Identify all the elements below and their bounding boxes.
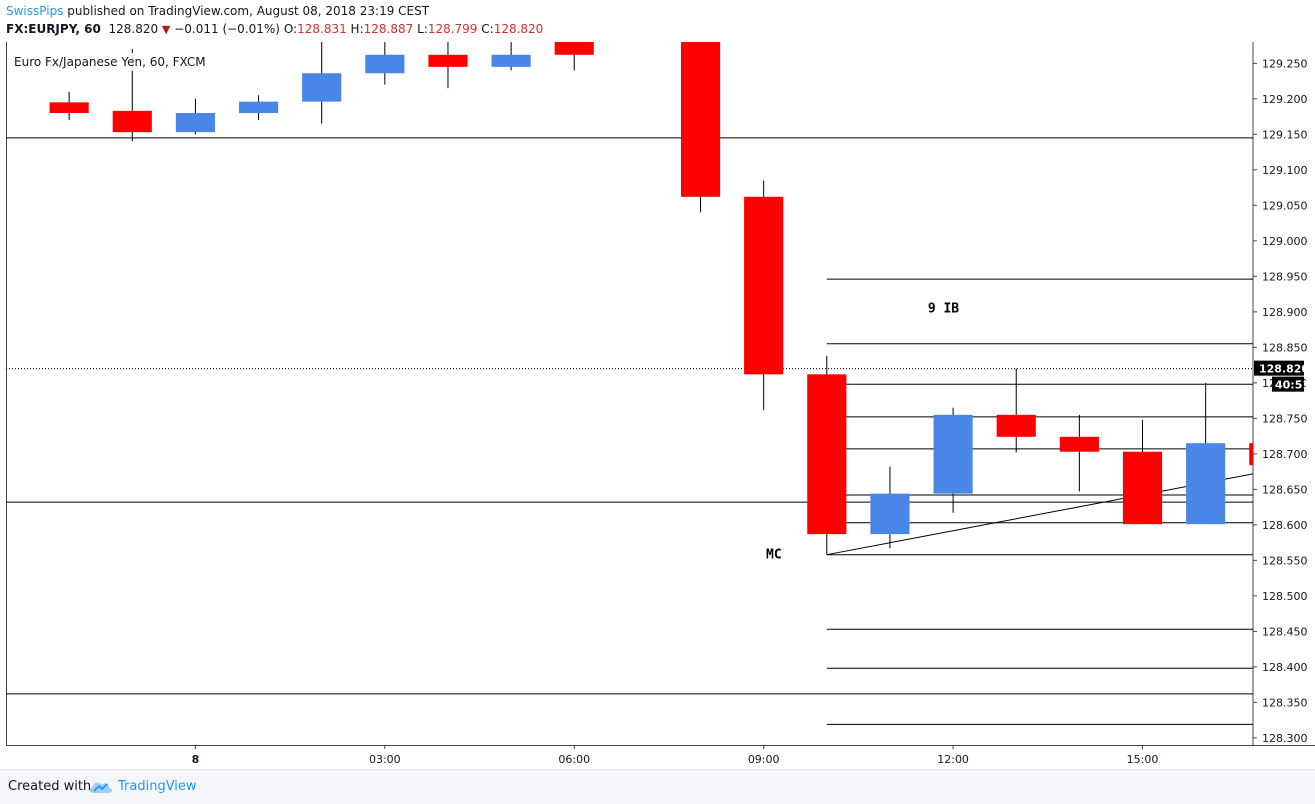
author-link[interactable]: SwissPips	[6, 4, 64, 18]
candle-body	[1059, 436, 1099, 452]
chart-header: SwissPips published on TradingView.com, …	[0, 0, 1315, 42]
footer: Created with TradingView	[0, 769, 1315, 804]
high-value: 128.887	[363, 22, 414, 36]
price-tag-bg	[1254, 360, 1304, 376]
chart-title-bg	[10, 53, 210, 71]
tradingview-link[interactable]: TradingView	[118, 779, 197, 794]
symbol-name: FX:EURJPY, 60	[6, 22, 101, 36]
candle-body	[112, 110, 152, 133]
y-tick-label: 128.850	[1262, 341, 1308, 354]
chart-annotation: MC	[766, 548, 782, 563]
candle-body	[870, 493, 910, 535]
low-value: 128.799	[427, 22, 478, 36]
created-with-label: Created with	[8, 779, 92, 794]
candle-body	[365, 54, 405, 74]
candle-body	[996, 414, 1036, 437]
publish-info: published on TradingView.com, August 08,…	[67, 4, 430, 18]
y-tick-label: 128.950	[1262, 270, 1308, 283]
y-tick-label: 129.100	[1262, 164, 1308, 177]
x-tick-label: 12:00	[937, 753, 969, 766]
chart-annotation: 9 IB	[928, 301, 959, 316]
candle-body	[49, 102, 89, 114]
x-tick-label: 15:00	[1127, 753, 1159, 766]
tradingview-cloud-icon[interactable]	[88, 778, 114, 796]
y-tick-label: 128.350	[1262, 696, 1308, 709]
candle-body	[807, 374, 847, 535]
y-tick-label: 129.200	[1262, 93, 1308, 106]
down-arrow-icon: ▼	[161, 23, 171, 36]
symbol-line: FX:EURJPY, 60 128.820 ▼ −0.011 (−0.01%) …	[6, 22, 543, 36]
candle-body	[491, 54, 531, 67]
candle-body	[238, 101, 279, 114]
high-label: H:	[350, 22, 364, 36]
x-tick-label: 8	[192, 753, 200, 766]
y-tick-label: 129.150	[1262, 128, 1308, 141]
countdown-label: 40:51	[1275, 379, 1310, 392]
x-tick-label: 06:00	[558, 753, 590, 766]
y-tick-label: 128.500	[1262, 590, 1308, 603]
countdown-bg	[1272, 376, 1304, 392]
open-label: O:	[283, 22, 298, 36]
x-tick-label: 09:00	[748, 753, 780, 766]
open-value: 128.831	[297, 22, 347, 36]
publish-line: SwissPips published on TradingView.com, …	[6, 4, 429, 18]
candle-body	[1186, 443, 1226, 525]
candle-body	[744, 196, 784, 375]
y-tick-label: 128.550	[1262, 554, 1308, 567]
candle-body	[302, 73, 342, 102]
y-tick-label: 128.750	[1262, 412, 1308, 425]
chart-title: Euro Fx/Japanese Yen, 60, FXCM	[14, 55, 206, 69]
y-tick-label: 129.250	[1262, 57, 1308, 70]
y-tick-label: 128.900	[1262, 306, 1308, 319]
candle-body	[554, 42, 594, 55]
x-tick-label: 03:00	[369, 753, 401, 766]
y-tick-label: 128.600	[1262, 519, 1308, 532]
y-tick-label: 128.300	[1262, 732, 1308, 745]
candle-body	[933, 414, 973, 494]
candle-body	[428, 54, 468, 67]
plot-area: 0.00%(128.946)23.60%(128.855)38.20%(128.…	[6, 42, 1253, 725]
y-tick-label: 129.050	[1262, 199, 1308, 212]
last-price: 128.820	[108, 22, 159, 36]
y-tick-label: 128.400	[1262, 661, 1308, 674]
y-tick-label: 128.650	[1262, 483, 1308, 496]
y-tick-label: 128.700	[1262, 448, 1308, 461]
y-tick-label: 129.000	[1262, 235, 1308, 248]
price-change: −0.011 (−0.01%)	[174, 22, 280, 36]
fib-trendline	[826, 473, 1253, 556]
price-tag-label: 128.820	[1259, 363, 1309, 376]
close-value: 128.820	[493, 22, 544, 36]
candle-body	[680, 42, 721, 197]
candle-body	[1249, 443, 1253, 466]
low-label: L:	[417, 22, 428, 36]
y-tick-label: 128.450	[1262, 625, 1308, 638]
candle-body	[175, 113, 215, 133]
close-label: C:	[481, 22, 494, 36]
candle-body	[1122, 451, 1163, 525]
